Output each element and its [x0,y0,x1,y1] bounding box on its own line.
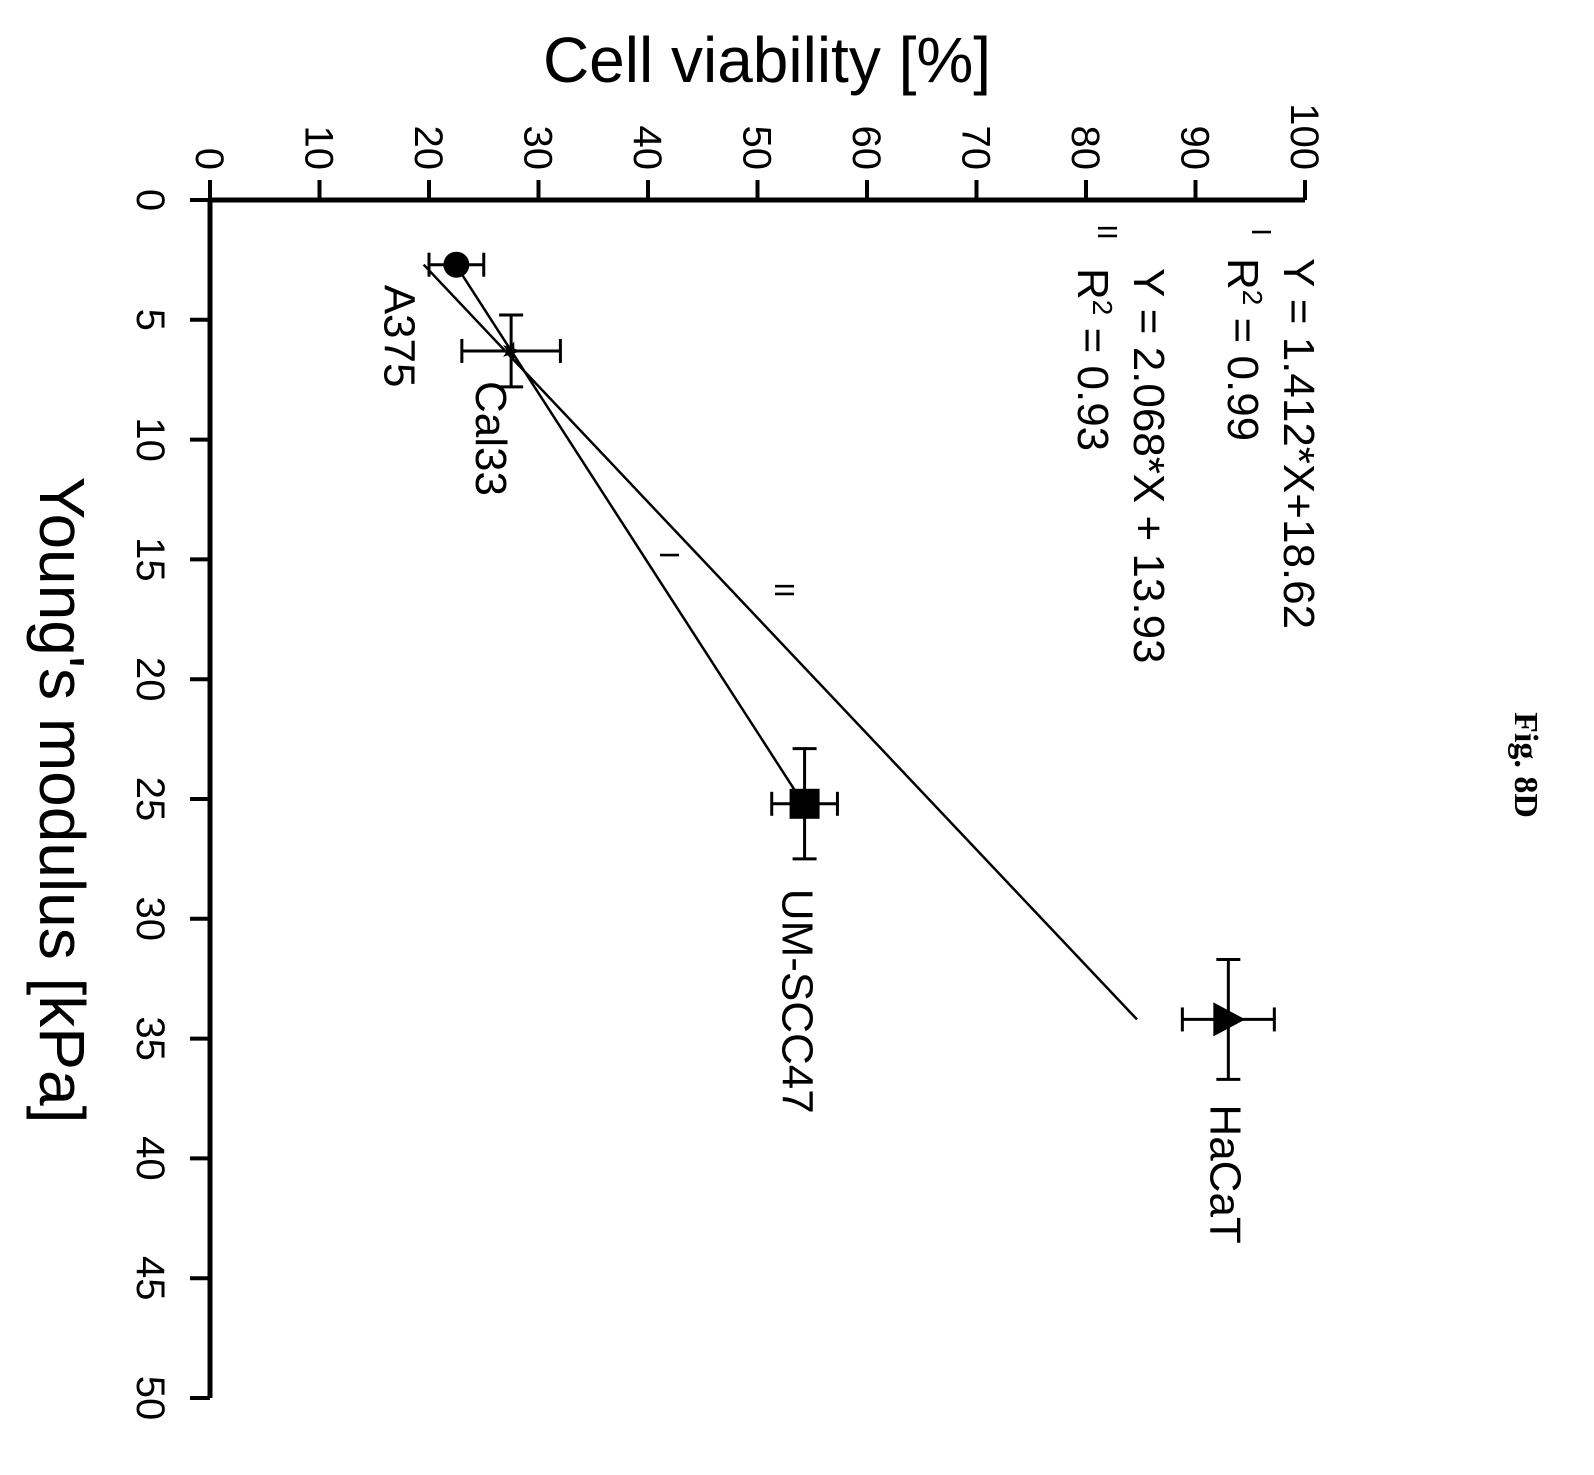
x-tick-label: 35 [128,1016,172,1061]
point-label-cal33: Cal33 [466,381,515,496]
y-tick-label: 100 [1282,103,1326,170]
fit-line-i [454,264,805,805]
data-point-um-scc47 [789,788,820,819]
y-tick-label: 20 [406,126,450,171]
y-tick-label: 30 [516,126,560,171]
y-tick-label: 90 [1173,126,1217,171]
x-tick-label: 30 [128,897,172,942]
fit-line-ii [422,263,1138,1021]
fit-i-line-marker: I [654,551,685,559]
y-tick-label: 80 [1063,126,1107,171]
y-tick-label: 10 [297,126,341,171]
x-tick-label: 15 [128,537,172,582]
x-tick-label: 25 [128,777,172,822]
x-axis-title: Young's modulus [kPa] [26,477,98,1124]
x-tick-label: 40 [128,1136,172,1181]
point-label-hacat: HaCaT [1200,1104,1249,1243]
data-point-hacat [1213,1002,1246,1037]
plot-layer: 0 5 10 15 20 25 30 35 40 45 50 0 10 20 30 40 50 60 70 80 90 1… [26,24,1326,1420]
fit-i-equation: Y = 1.412*X+18.62 [1274,258,1323,629]
fit-ii-line-marker: II [769,582,800,598]
fit-ii-equation: Y = 2.068*X + 13.93 [1124,268,1173,664]
x-tick-label: 45 [128,1256,172,1301]
x-tick-label: 10 [128,417,172,462]
fit-i-marker: I [1246,228,1277,236]
fit-ii-r2: R2 = 0.93 [1068,268,1119,451]
fit-ii-marker: II [1092,224,1123,240]
y-tick-label: 40 [625,126,669,171]
y-axis-title: Cell viability [%] [543,24,991,96]
y-tick-label: 70 [954,126,998,171]
y-tick-label: 0 [187,148,231,170]
fit-i-r2: R2 = 0.99 [1218,258,1269,441]
figure-label: Fig. 8D [1507,712,1544,818]
y-tick-label: 60 [844,126,888,171]
point-label-um-scc47: UM-SCC47 [773,889,822,1114]
x-tick-label: 0 [128,189,172,211]
data-point-cal33 [503,341,522,361]
point-label-a375: A375 [374,285,423,388]
x-tick-label: 5 [128,309,172,331]
x-tick-label: 50 [128,1376,172,1421]
x-tick-label: 20 [128,657,172,702]
data-point-a375 [443,251,470,278]
y-tick-label: 50 [735,126,779,171]
